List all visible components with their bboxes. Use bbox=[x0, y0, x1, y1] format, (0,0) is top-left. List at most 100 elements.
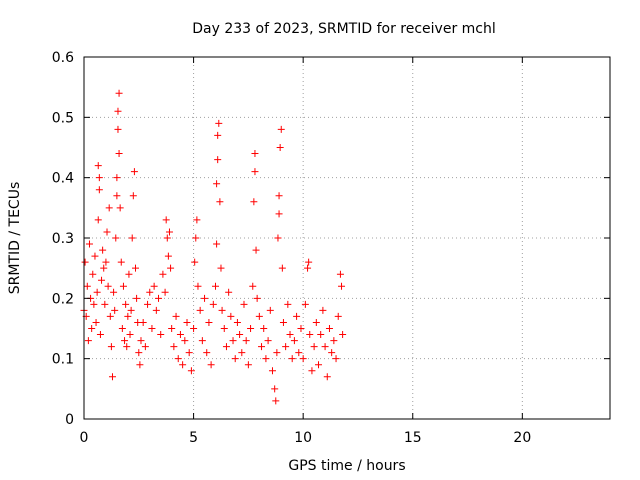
x-tick-labels: 0 5 10 15 20 bbox=[80, 430, 532, 446]
data-point bbox=[258, 343, 266, 351]
data-point bbox=[282, 343, 290, 351]
data-point bbox=[127, 306, 135, 314]
y-tick-label: 0.5 bbox=[52, 110, 74, 126]
data-point bbox=[205, 318, 213, 326]
data-point bbox=[253, 294, 261, 302]
data-point bbox=[98, 276, 106, 284]
data-point bbox=[240, 300, 248, 308]
data-point bbox=[94, 216, 102, 224]
data-point bbox=[220, 325, 228, 332]
data-point bbox=[95, 186, 103, 194]
data-point bbox=[247, 325, 255, 332]
data-point bbox=[179, 361, 187, 369]
data-point bbox=[198, 337, 206, 345]
data-point bbox=[181, 337, 189, 345]
data-point bbox=[132, 264, 140, 272]
data-point bbox=[95, 174, 103, 182]
data-point bbox=[190, 325, 198, 332]
data-point bbox=[251, 168, 259, 176]
data-point bbox=[96, 331, 104, 339]
data-point bbox=[286, 331, 294, 339]
data-point bbox=[227, 312, 235, 320]
data-point bbox=[315, 361, 323, 369]
grid-lines bbox=[84, 57, 610, 419]
data-point bbox=[279, 318, 287, 326]
axis-ticks bbox=[83, 56, 610, 420]
data-point bbox=[176, 331, 184, 339]
data-point bbox=[277, 125, 285, 133]
data-point bbox=[332, 355, 340, 363]
data-point bbox=[100, 264, 108, 272]
data-point bbox=[183, 318, 191, 326]
data-point bbox=[137, 337, 145, 345]
data-point bbox=[144, 300, 152, 308]
data-point bbox=[214, 156, 222, 164]
data-point bbox=[201, 294, 209, 302]
data-point bbox=[339, 331, 347, 339]
data-point bbox=[293, 312, 301, 320]
data-point bbox=[264, 337, 272, 345]
data-point bbox=[209, 300, 217, 308]
data-point bbox=[244, 361, 252, 369]
data-point bbox=[92, 318, 100, 326]
data-point bbox=[139, 318, 147, 326]
data-point bbox=[94, 162, 102, 170]
data-point bbox=[260, 325, 268, 332]
data-point bbox=[312, 318, 320, 326]
data-point bbox=[321, 343, 329, 351]
data-point bbox=[328, 349, 336, 357]
data-point bbox=[113, 174, 121, 182]
chart-title: Day 233 of 2023, SRMTID for receiver mch… bbox=[192, 21, 496, 37]
data-point bbox=[323, 373, 331, 381]
data-point bbox=[192, 234, 200, 242]
data-point bbox=[165, 228, 173, 236]
data-point bbox=[229, 337, 237, 345]
data-point bbox=[218, 306, 226, 314]
data-point bbox=[213, 240, 221, 248]
data-point bbox=[83, 282, 91, 290]
data-point bbox=[330, 337, 338, 345]
data-point bbox=[104, 282, 112, 290]
data-point bbox=[225, 288, 233, 296]
data-point bbox=[146, 288, 154, 296]
data-point bbox=[233, 318, 241, 326]
data-point bbox=[295, 349, 303, 357]
data-point bbox=[107, 343, 115, 351]
data-point bbox=[255, 312, 263, 320]
data-point bbox=[310, 343, 318, 351]
y-tick-label: 0.2 bbox=[52, 291, 74, 307]
y-tick-label: 0 bbox=[65, 412, 74, 428]
data-point bbox=[150, 282, 158, 290]
data-point bbox=[148, 325, 156, 332]
data-point bbox=[85, 240, 93, 248]
data-point bbox=[187, 367, 195, 375]
data-point bbox=[242, 337, 250, 345]
data-point bbox=[231, 355, 239, 363]
data-point bbox=[167, 264, 175, 272]
data-point bbox=[91, 252, 99, 260]
data-point bbox=[101, 300, 109, 308]
data-point bbox=[275, 210, 283, 218]
x-tick-label: 20 bbox=[513, 430, 531, 446]
y-tick-label: 0.3 bbox=[52, 231, 74, 247]
data-point bbox=[317, 331, 325, 339]
data-point bbox=[112, 234, 120, 242]
data-point bbox=[114, 107, 122, 115]
data-point bbox=[141, 343, 149, 351]
y-tick-label: 0.1 bbox=[52, 352, 74, 368]
data-point bbox=[214, 131, 222, 139]
data-point bbox=[268, 367, 276, 375]
data-point bbox=[174, 355, 182, 363]
data-point bbox=[115, 89, 123, 97]
data-point bbox=[305, 258, 313, 266]
data-point bbox=[117, 258, 125, 266]
data-point bbox=[106, 312, 114, 320]
data-point bbox=[271, 385, 279, 393]
data-point bbox=[128, 234, 136, 242]
y-axis-label: SRMTID / TECUs bbox=[7, 182, 23, 295]
data-point bbox=[249, 282, 257, 290]
plot-frame bbox=[83, 56, 611, 420]
data-points bbox=[80, 89, 347, 405]
data-point bbox=[213, 180, 221, 188]
